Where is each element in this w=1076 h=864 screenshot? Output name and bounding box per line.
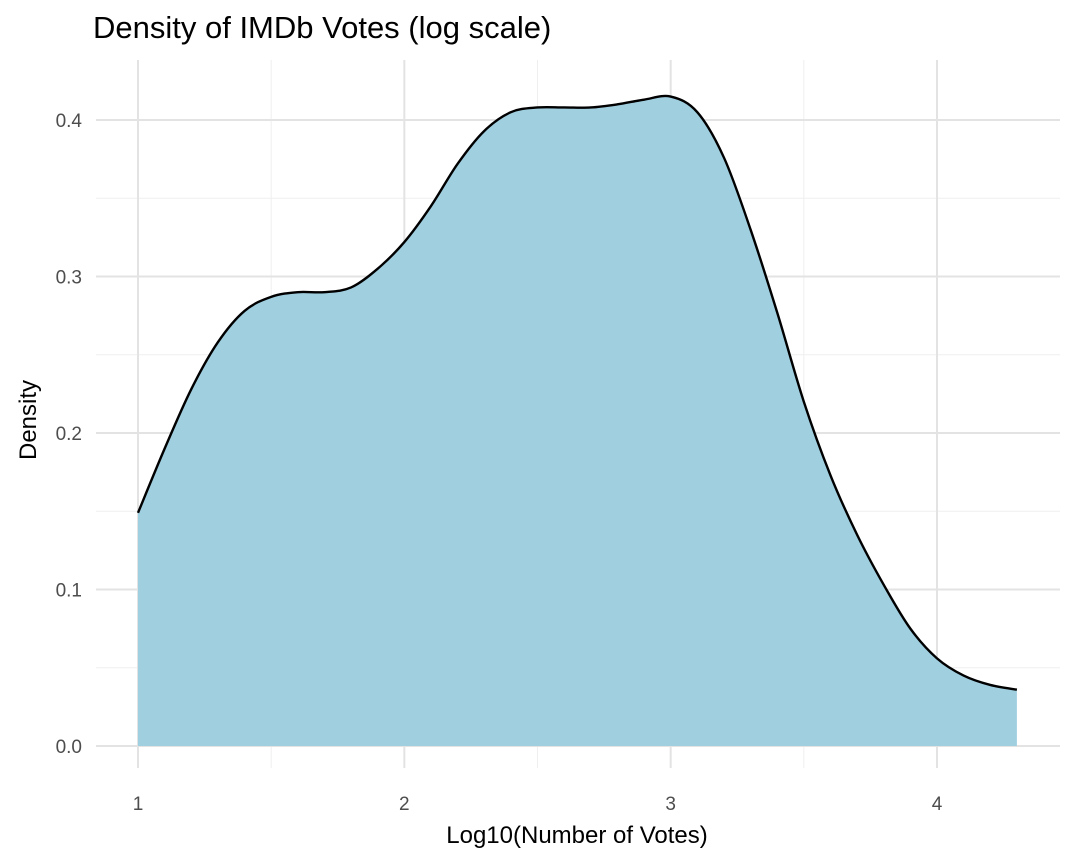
y-tick-label: 0.2 xyxy=(56,424,82,445)
x-tick-label: 1 xyxy=(133,794,144,815)
x-tick-label: 4 xyxy=(932,794,943,815)
y-axis-ticks: 0.0 0.1 0.2 0.3 0.4 xyxy=(56,111,83,758)
x-tick-label: 3 xyxy=(665,794,676,815)
x-axis-title: Log10(Number of Votes) xyxy=(446,822,707,849)
y-tick-label: 0.1 xyxy=(56,581,82,602)
chart-title: Density of IMDb Votes (log scale) xyxy=(93,10,552,45)
y-tick-label: 0.0 xyxy=(56,737,82,758)
x-tick-label: 2 xyxy=(399,794,410,815)
y-axis-title: Density xyxy=(15,380,42,460)
density-area xyxy=(138,95,1017,747)
y-tick-label: 0.4 xyxy=(56,111,83,132)
x-axis-ticks: 1 2 3 4 xyxy=(133,794,943,815)
density-line xyxy=(136,94,1018,691)
y-tick-label: 0.3 xyxy=(56,268,82,289)
